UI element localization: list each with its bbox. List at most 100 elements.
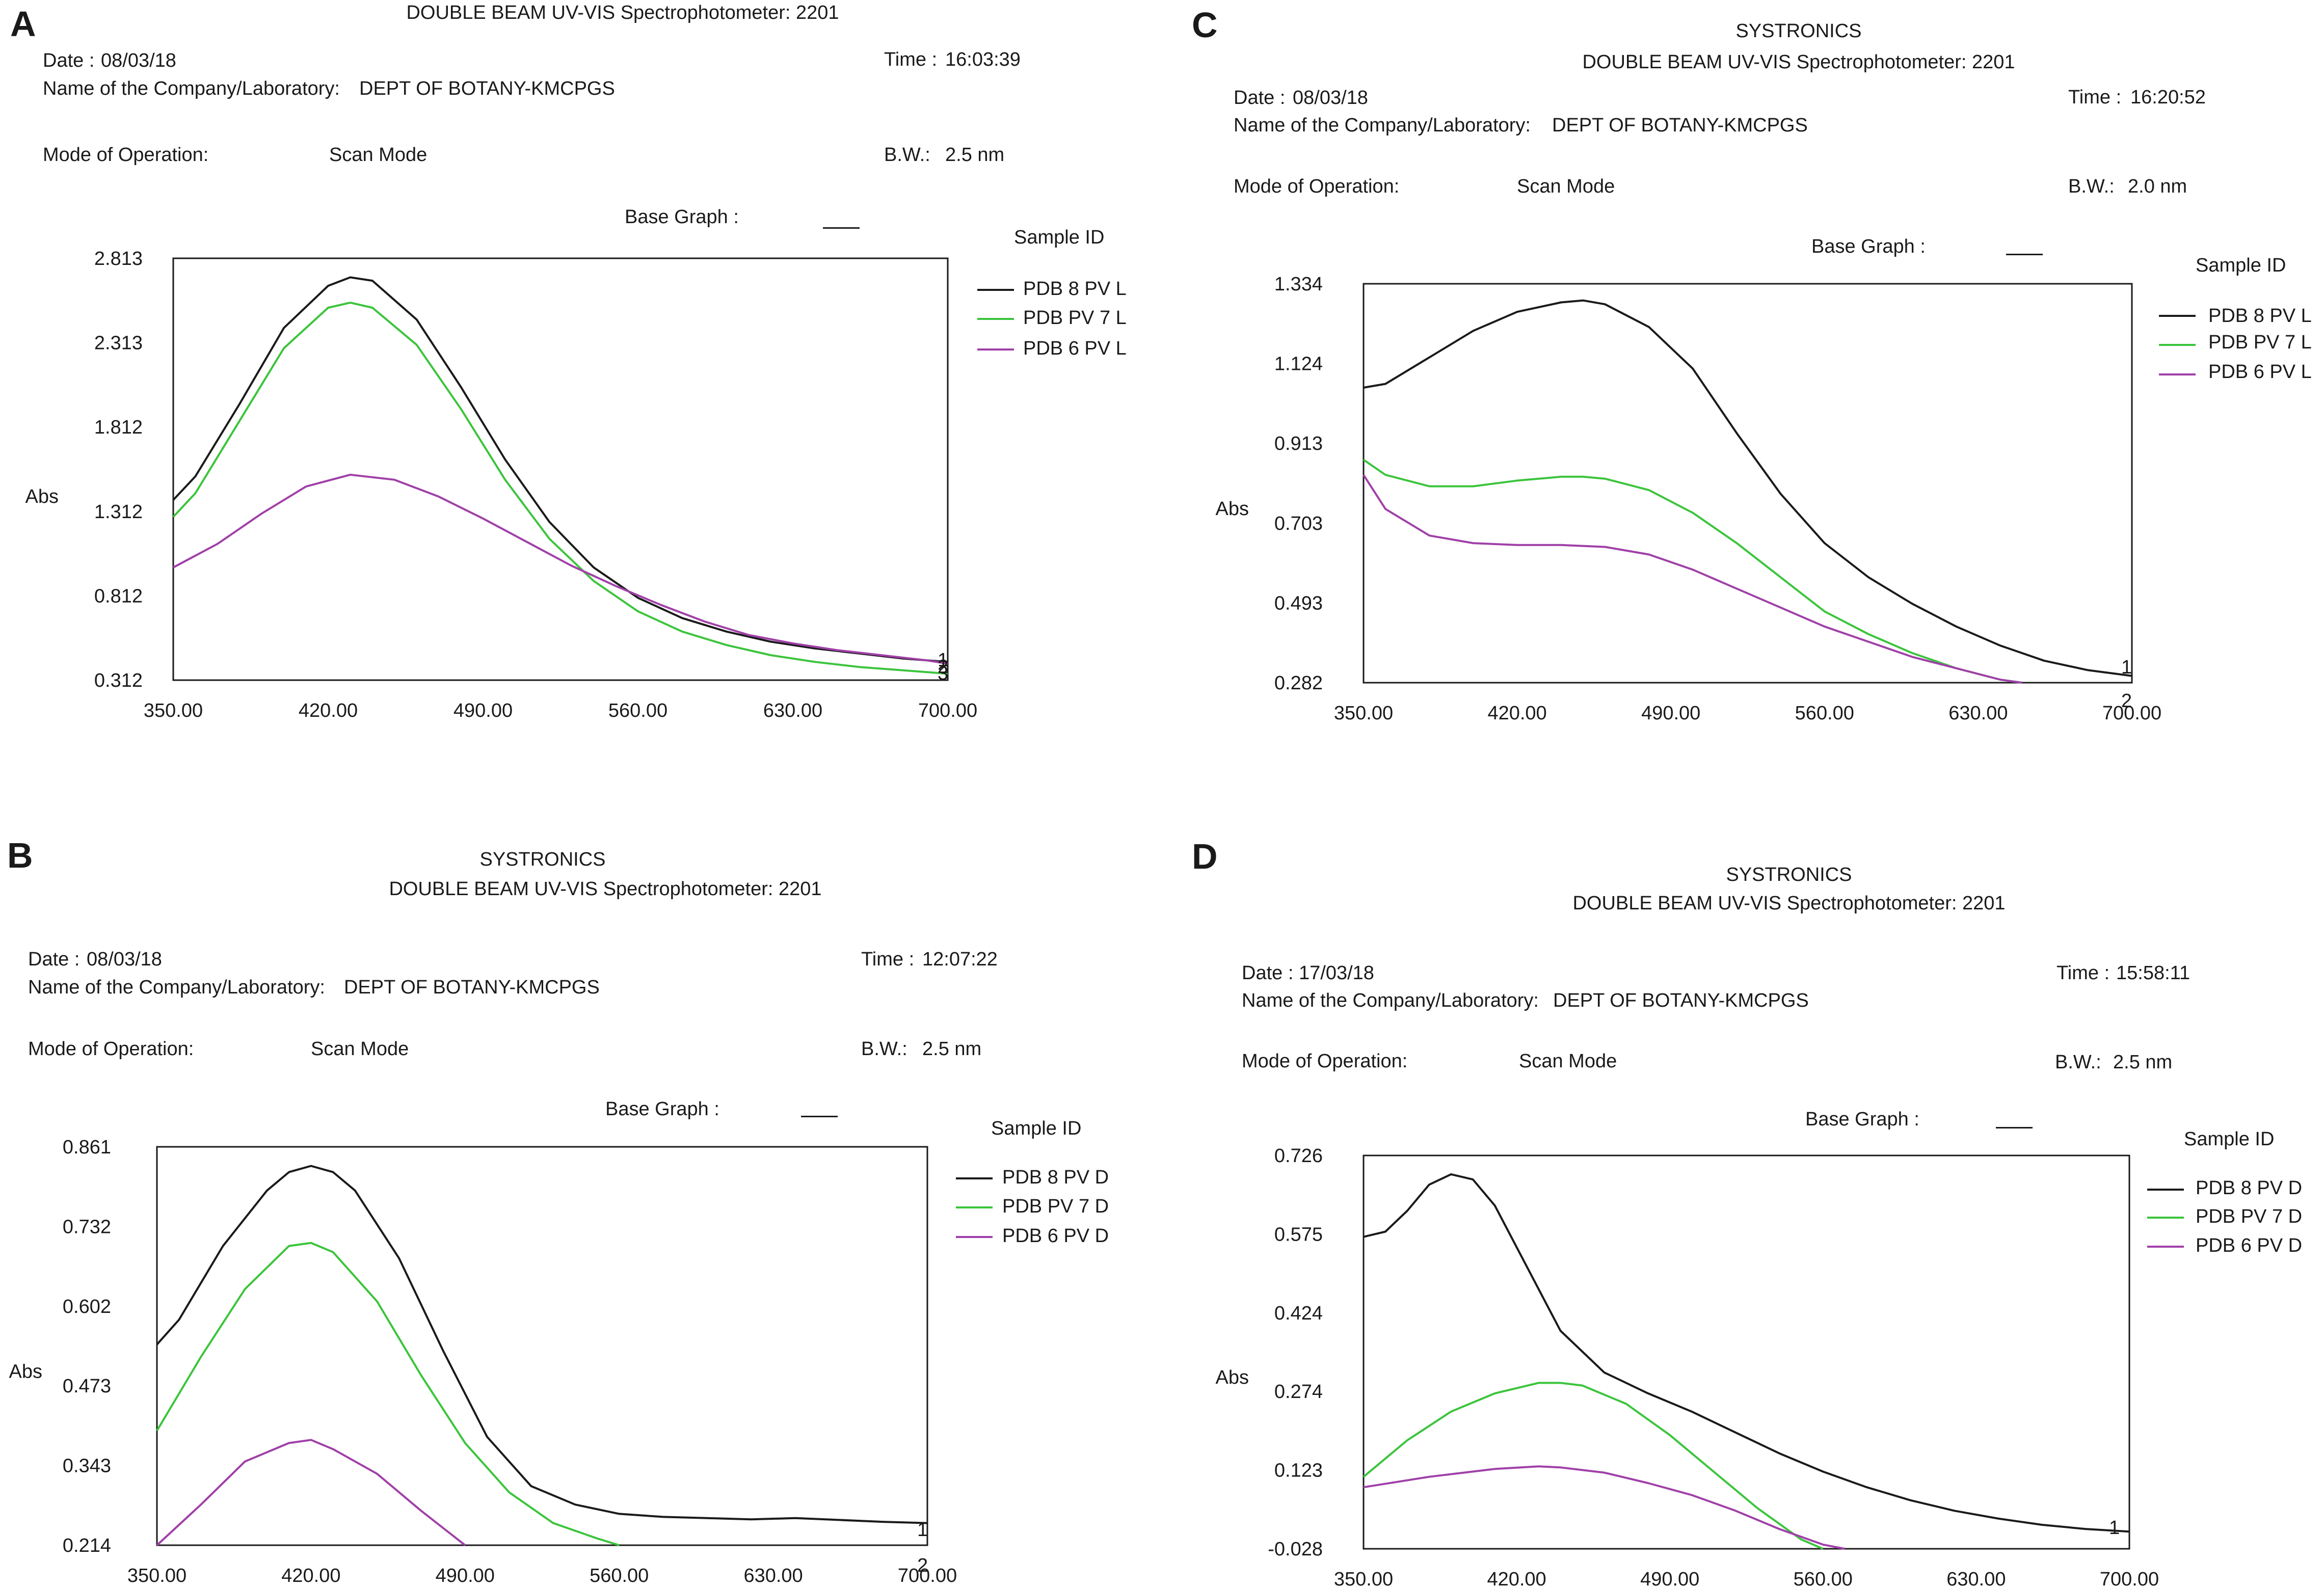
panel-d: D SYSTRONICS DOUBLE BEAM UV-VIS Spectrop… — [1162, 794, 2324, 1587]
x-tick-label: 700.00 — [918, 700, 977, 721]
lab-label: Name of the Company/Laboratory: — [28, 977, 325, 998]
x-tick-label: 490.00 — [453, 700, 513, 721]
x-tick-label: 700.00 — [2102, 703, 2161, 724]
panel-b: B SYSTRONICS DOUBLE BEAM UV-VIS Spectrop… — [0, 794, 1162, 1587]
x-tick-label: 560.00 — [590, 1565, 649, 1586]
panel-letter: A — [10, 4, 36, 44]
panel-letter: C — [1192, 5, 1218, 45]
y-tick-label: 0.493 — [1274, 593, 1323, 614]
y-tick-label: 0.726 — [1274, 1145, 1323, 1167]
base-graph-label: Base Graph : — [1811, 236, 1926, 257]
legend-label-1: PDB 8 PV D — [2196, 1177, 2303, 1199]
y-tick-label: 0.123 — [1274, 1460, 1323, 1482]
base-graph-line — [801, 1116, 838, 1117]
mode-value: Scan Mode — [329, 144, 428, 166]
y-tick-label: 0.812 — [94, 585, 143, 607]
legend-swatch-1 — [977, 289, 1014, 291]
y-tick-label: 2.813 — [94, 248, 143, 270]
time-value: 16:20:52 — [2130, 87, 2206, 108]
base-graph-line — [2006, 254, 2043, 255]
series-line-3 — [1363, 474, 2022, 684]
x-tick-label: 420.00 — [281, 1565, 340, 1586]
date-value: 08/03/18 — [1293, 87, 1368, 109]
bw-value: 2.0 nm — [2128, 176, 2187, 197]
date-value: 17/03/18 — [1299, 962, 1374, 984]
sample-id-label: Sample ID — [1014, 227, 1105, 248]
series-line-2 — [172, 302, 948, 675]
series-line-3 — [1363, 1465, 1846, 1550]
date-value: 08/03/18 — [87, 949, 162, 970]
y-tick-label: 1.334 — [1274, 274, 1323, 295]
y-tick-label: 0.214 — [63, 1535, 111, 1556]
mode-label: Mode of Operation: — [43, 144, 209, 166]
series-line-2 — [1363, 459, 2022, 684]
legend-label-1: PDB 8 PV D — [1002, 1167, 1109, 1188]
series-end-marker: 1 — [917, 1519, 928, 1541]
legend-swatch-1 — [2147, 1189, 2184, 1191]
bw-label: B.W.: — [2055, 1052, 2101, 1073]
y-tick-label: 0.343 — [63, 1456, 111, 1477]
y-tick-label: 0.312 — [94, 670, 143, 691]
x-tick-label: 630.00 — [1948, 703, 2008, 724]
legend-swatch-2 — [2147, 1217, 2184, 1219]
legend-label-1: PDB 8 PV L — [1023, 278, 1127, 300]
panel-letter: D — [1192, 837, 1218, 876]
date-label: Date : — [1242, 962, 1294, 984]
x-tick-label: 560.00 — [1795, 703, 1854, 724]
sample-id-label: Sample ID — [991, 1118, 1082, 1139]
instrument-title: DOUBLE BEAM UV-VIS Spectrophotometer: 22… — [1582, 51, 2015, 73]
series-line-3 — [156, 1439, 466, 1546]
mode-label: Mode of Operation: — [1234, 176, 1400, 197]
y-tick-label: 1.812 — [94, 417, 143, 438]
x-tick-label: 560.00 — [1794, 1569, 1853, 1587]
y-axis-label: Abs — [9, 1361, 42, 1383]
y-tick-label: 0.732 — [63, 1216, 111, 1238]
series-end-marker: 2 — [2121, 690, 2132, 712]
x-tick-label: 630.00 — [1946, 1569, 2006, 1587]
mode-value: Scan Mode — [1519, 1051, 1617, 1072]
sample-id-label: Sample ID — [2196, 255, 2286, 276]
series-end-marker: 3 — [938, 663, 948, 684]
x-tick-label: 420.00 — [1487, 703, 1546, 724]
time-value: 16:03:39 — [945, 49, 1021, 70]
mode-value: Scan Mode — [1517, 176, 1615, 197]
lab-value: DEPT OF BOTANY-KMCPGS — [359, 78, 615, 99]
date-label: Date : — [28, 949, 80, 970]
legend-label-3: PDB 6 PV D — [1002, 1225, 1109, 1247]
base-graph-line — [1996, 1127, 2033, 1128]
y-tick-label: 0.473 — [63, 1376, 111, 1397]
spectrum-chart: 0.861 0.732 0.602 0.473 0.343 0.214 350.00 420.… — [9, 1137, 957, 1586]
y-tick-label: 0.274 — [1274, 1381, 1323, 1403]
mode-label: Mode of Operation: — [28, 1038, 194, 1060]
x-tick-label: 700.00 — [898, 1565, 957, 1586]
x-tick-label: 350.00 — [1334, 1569, 1393, 1587]
legend-swatch-3 — [977, 348, 1014, 351]
instrument-title: DOUBLE BEAM UV-VIS Spectrophotometer: 22… — [1572, 893, 2006, 914]
legend-swatch-3 — [2159, 373, 2196, 375]
bw-label: B.W.: — [2068, 176, 2115, 197]
series-line-1 — [156, 1165, 928, 1524]
time-value: 15:58:11 — [2116, 962, 2191, 984]
time-label: Time : — [861, 949, 915, 970]
lab-value: DEPT OF BOTANY-KMCPGS — [1552, 115, 1808, 136]
lab-label: Name of the Company/Laboratory: — [1234, 115, 1531, 136]
plot-frame — [1363, 1154, 2130, 1550]
time-label: Time : — [884, 49, 938, 70]
y-tick-label: 0.703 — [1274, 513, 1323, 534]
lab-label: Name of the Company/Laboratory: — [1242, 990, 1539, 1011]
plot-frame — [1363, 283, 2133, 684]
y-tick-label: 1.124 — [1274, 354, 1323, 375]
y-tick-label: 1.312 — [94, 501, 143, 523]
x-tick-label: 350.00 — [127, 1565, 186, 1586]
company-name: SYSTRONICS — [1726, 864, 1852, 885]
time-value: 12:07:22 — [922, 949, 998, 970]
legend-swatch-2 — [977, 318, 1014, 320]
series-end-marker: 2 — [917, 1555, 928, 1576]
y-tick-label: 0.861 — [63, 1137, 111, 1158]
company-name: SYSTRONICS — [479, 849, 606, 870]
base-graph-label: Base Graph : — [625, 206, 739, 228]
legend-swatch-3 — [2147, 1246, 2184, 1248]
x-tick-label: 350.00 — [144, 700, 203, 721]
bw-value: 2.5 nm — [945, 144, 1005, 166]
company-name: SYSTRONICS — [1735, 20, 1862, 42]
